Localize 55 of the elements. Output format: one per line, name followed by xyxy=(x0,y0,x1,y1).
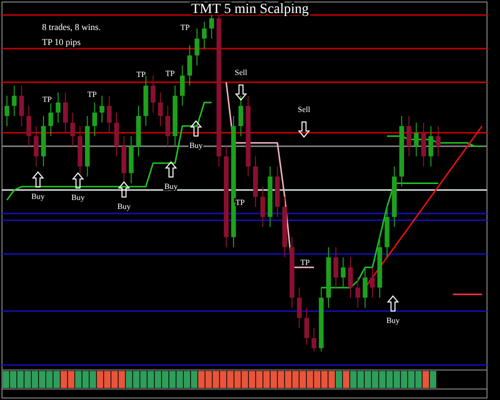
candlestick xyxy=(165,105,170,147)
candlestick xyxy=(209,14,214,40)
candlestick xyxy=(12,85,17,116)
annotation: Buy xyxy=(189,141,203,150)
candlestick xyxy=(114,112,119,157)
candlestick xyxy=(304,307,310,346)
candlestick xyxy=(194,28,200,66)
annotation: Sell xyxy=(234,68,248,77)
candlestick xyxy=(312,327,316,352)
candlestick xyxy=(414,122,419,157)
candlestick xyxy=(63,92,68,134)
candlestick xyxy=(150,75,156,114)
chart-title: TMT 5 min Scalping xyxy=(191,2,309,17)
annotation: Buy xyxy=(71,193,85,202)
candlestick xyxy=(238,95,244,137)
annotation: TP xyxy=(136,70,146,79)
candlestick xyxy=(370,266,375,298)
candlestick xyxy=(70,112,76,147)
candlestick xyxy=(100,95,104,124)
annotation: Buy xyxy=(386,316,400,325)
candlestick xyxy=(48,102,54,137)
candlestick xyxy=(355,277,360,308)
candlestick xyxy=(202,21,207,50)
candlestick xyxy=(106,95,112,134)
candlestick xyxy=(428,126,434,167)
candlestick xyxy=(406,115,412,157)
candlestick xyxy=(260,186,266,228)
candlestick xyxy=(187,44,192,86)
candlestick xyxy=(296,287,302,328)
annotation: TP xyxy=(42,95,52,104)
candlestick xyxy=(421,122,426,167)
annotation: TP xyxy=(165,69,176,78)
annotation: TP xyxy=(235,198,246,207)
candlestick xyxy=(436,126,441,157)
annotation: TP xyxy=(87,90,98,99)
annotation: Buy xyxy=(31,192,45,201)
annotation: TP xyxy=(180,23,190,32)
annotation: Buy xyxy=(164,182,178,191)
candlestick xyxy=(180,64,185,106)
annotation: Sell xyxy=(298,105,311,114)
annotation: TP xyxy=(300,258,310,267)
annotation: Buy xyxy=(117,202,131,211)
candlestick xyxy=(19,85,24,127)
annotation: 8 trades, 8 wins. xyxy=(42,22,101,32)
candlestick xyxy=(340,256,346,288)
candlestick xyxy=(92,102,98,137)
candlestick xyxy=(4,95,10,127)
candlestick xyxy=(34,126,39,167)
candlestick xyxy=(158,92,163,127)
candlestick xyxy=(362,266,368,308)
candlestick xyxy=(348,256,353,298)
candlestick xyxy=(26,105,32,147)
candlestick xyxy=(333,246,338,288)
annotation: TP 10 pips xyxy=(42,37,82,47)
candlestick xyxy=(56,92,60,124)
